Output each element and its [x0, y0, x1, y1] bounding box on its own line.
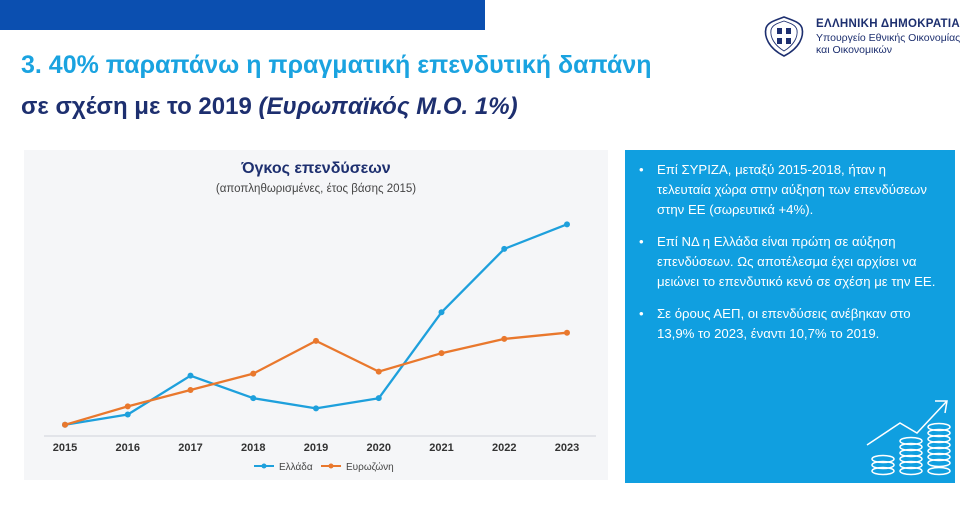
data-point [564, 329, 570, 336]
x-tick-label: 2019 [304, 442, 328, 454]
data-point [187, 387, 194, 393]
x-tick-label: 2023 [555, 442, 579, 454]
data-point [438, 309, 445, 316]
info-panel: • Επί ΣΥΡΙΖΑ, μεταξύ 2015-2018, ήταν η τε… [625, 150, 955, 483]
data-point [375, 395, 382, 402]
growth-coins-icon [866, 400, 951, 476]
logo-subtitle-line1: Υπουργείο Εθνικής Οικονομίας [816, 32, 960, 44]
page-subtitle-italic: (Ευρωπαϊκός Μ.Ο. 1%) [258, 93, 518, 120]
ministry-logo: ΕΛΛΗΝΙΚΗ ΔΗΜΟΚΡΑΤΙΑ Υπουργείο Εθνικής Οι… [762, 12, 960, 62]
greek-emblem-icon [764, 16, 804, 57]
info-bullet-text: Επί ΝΔ η Ελλάδα είναι πρώτη σε αύξηση επ… [657, 234, 936, 289]
data-point [250, 395, 257, 402]
x-tick-label: 2018 [241, 442, 265, 454]
data-point [501, 335, 508, 342]
data-point [501, 245, 508, 252]
chart-panel: Όγκος επενδύσεων (αποπληθωρισμένες, έτος… [24, 150, 608, 480]
data-point [250, 370, 257, 377]
logo-subtitle: Υπουργείο Εθνικής Οικονομίας και Οικονομ… [816, 32, 960, 56]
chart-subtitle: (αποπληθωρισμένες, έτος βάσης 2015) [215, 183, 417, 195]
data-point [313, 405, 319, 412]
legend-label: Ευρωζώνη [346, 461, 394, 473]
data-point [62, 421, 68, 428]
data-point [438, 350, 445, 357]
info-bullet-text: Επί ΣΥΡΙΖΑ, μεταξύ 2015-2018, ήταν η τελ… [657, 162, 927, 217]
data-point [375, 368, 382, 375]
bullet-dot: • [639, 234, 644, 249]
data-point [124, 411, 131, 418]
legend-marker [328, 463, 334, 469]
info-bullet-list: • Επί ΣΥΡΙΖΑ, μεταξύ 2015-2018, ήταν η τε… [637, 160, 937, 356]
page-subtitle: σε σχέση με το 2019 (Ευρωπαϊκός Μ.Ο. 1%) [21, 93, 518, 121]
x-tick-label: 2015 [53, 442, 77, 454]
investment-line-chart: 2015 2016 2017 2018 2019 2020 2021 2022 2023 Ελλά… [44, 221, 596, 473]
chart-title: Όγκος επενδύσεων [241, 160, 391, 177]
page-title: 3. 40% παραπάνω η πραγματική επενδυτική … [21, 51, 652, 79]
logo-title: ΕΛΛΗΝΙΚΗ ΔΗΜΟΚΡΑΤΙΑ [816, 18, 960, 30]
x-tick-label: 2020 [367, 442, 391, 454]
legend-marker [261, 463, 267, 469]
x-tick-label: 2017 [178, 442, 202, 454]
data-point [313, 337, 319, 344]
info-bullet-text: Σε όρους ΑΕΠ, οι επενδύσεις ανέβηκαν στο… [657, 306, 911, 341]
page-subtitle-text: σε σχέση με το 2019 [21, 93, 259, 120]
data-point [187, 372, 194, 379]
bullet-dot: • [639, 162, 644, 177]
bullet-dot: • [639, 306, 644, 321]
x-tick-label: 2016 [116, 442, 140, 454]
x-tick-label: 2021 [429, 442, 453, 454]
info-bullet: • Σε όρους ΑΕΠ, οι επενδύσεις ανέβηκαν στ… [637, 304, 937, 344]
data-point [564, 221, 570, 228]
x-tick-label: 2022 [492, 442, 516, 454]
legend-label: Ελλάδα [279, 461, 313, 473]
data-point [124, 403, 131, 410]
info-bullet: • Επί ΣΥΡΙΖΑ, μεταξύ 2015-2018, ήταν η τε… [637, 160, 937, 220]
info-bullet: • Επί ΝΔ η Ελλάδα είναι πρώτη σε αύξηση ε… [637, 232, 937, 292]
series-line [64, 223, 568, 426]
top-accent-bar [0, 0, 485, 30]
logo-subtitle-line2: και Οικονομικών [816, 44, 892, 56]
